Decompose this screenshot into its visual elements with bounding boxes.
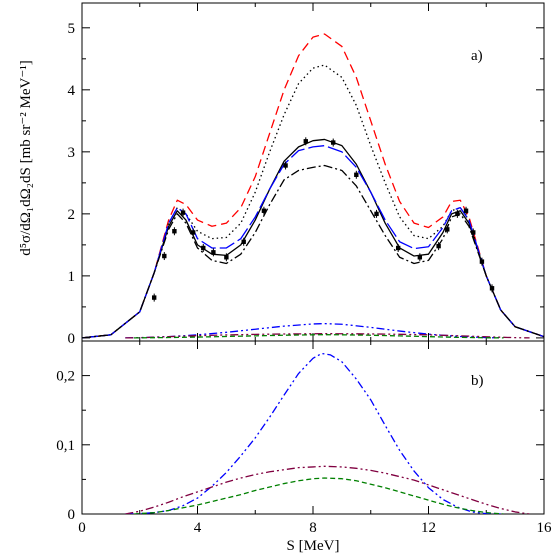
x-tick-label: 16	[537, 520, 553, 536]
data-point	[172, 229, 177, 234]
y-tick-label: 0,1	[56, 438, 75, 454]
y-axis-label: d⁵σ/dΩ₁dΩ₂dS [mb sr⁻² MeV⁻¹]	[18, 60, 34, 255]
data-point	[331, 140, 336, 145]
x-tick-label: 8	[309, 520, 317, 536]
x-tick-label: 0	[78, 520, 86, 536]
data-point	[303, 139, 308, 144]
series-blue-longdash	[82, 144, 544, 339]
y-tick-label: 0	[68, 507, 76, 523]
data-point	[374, 211, 379, 217]
data-point	[190, 230, 196, 235]
data-point	[241, 239, 246, 244]
data-point	[283, 163, 288, 168]
y-tick-label: 0	[68, 331, 76, 347]
data-point	[463, 208, 469, 213]
data-point	[455, 211, 460, 217]
x-axis-label: S [MeV]	[287, 538, 340, 554]
data-point	[489, 286, 495, 291]
panel-b: 0 4 8 12 16 0 0,1 0,2	[56, 340, 553, 536]
series-black-solid	[82, 138, 544, 339]
data-point	[180, 210, 186, 215]
y-tick-label: 4	[68, 83, 76, 99]
y-tick-label: 2	[68, 207, 76, 223]
panel-a-label: a)	[471, 48, 483, 64]
series-black-dashdot	[82, 164, 544, 339]
series-green-dashed	[133, 334, 504, 339]
series-black-dotted	[82, 64, 544, 339]
data-point	[395, 245, 401, 251]
data-point	[417, 255, 423, 260]
data-point	[436, 243, 441, 249]
data-point	[211, 250, 216, 255]
plot-frame	[81, 340, 545, 515]
x-tick-label: 4	[194, 520, 202, 536]
x-tick-label: 12	[421, 520, 436, 536]
y-tick-label: 5	[68, 21, 76, 37]
data-point	[224, 255, 229, 260]
y-tick-label: 3	[68, 145, 76, 161]
series-red-dashed	[82, 33, 544, 339]
series-blue-dashdotdot	[125, 352, 501, 514]
y-tick-label: 1	[68, 269, 76, 285]
y-tick-label: 0,2	[56, 369, 75, 385]
data-point	[354, 172, 359, 177]
series-green-dashed	[133, 477, 504, 514]
panel-a: 0 1 2 3 4 5	[68, 2, 545, 347]
data-point	[479, 259, 485, 264]
data-point	[162, 253, 167, 259]
data-point	[471, 230, 476, 235]
series-maroon-dashdotdot	[125, 333, 530, 339]
series-maroon-dashdotdot	[125, 465, 530, 514]
panel-b-label: b)	[471, 373, 484, 389]
data-point	[261, 208, 267, 213]
data-point	[151, 295, 157, 300]
data-point	[445, 227, 450, 232]
data-point	[201, 245, 206, 251]
